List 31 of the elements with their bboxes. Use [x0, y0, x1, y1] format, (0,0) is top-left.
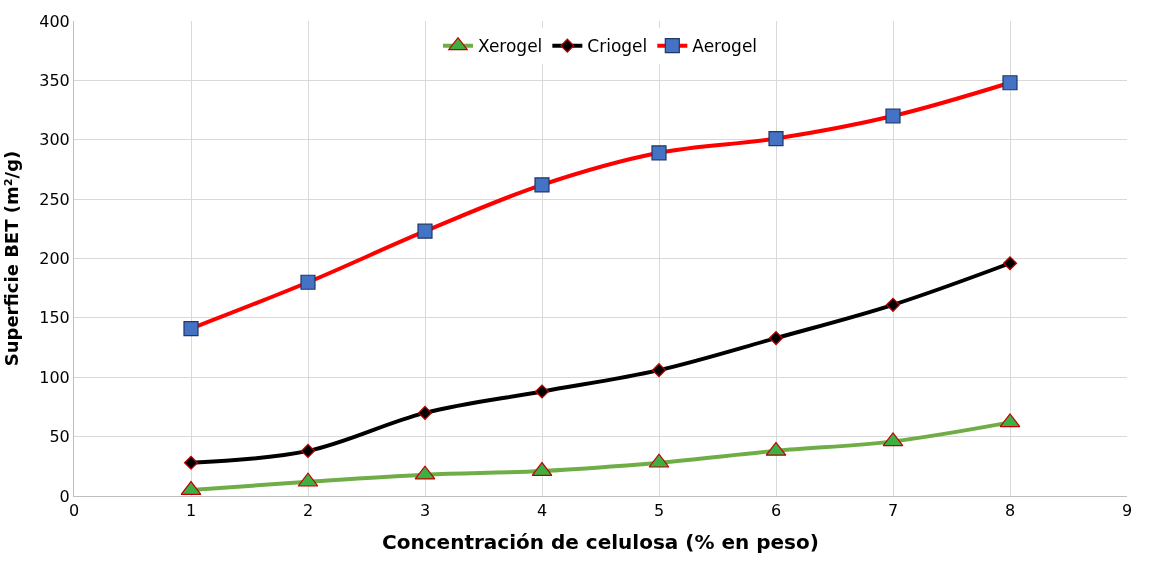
y-tick-label: 300	[39, 130, 70, 150]
legend-label: Aerogel	[692, 36, 758, 57]
legend-label: Criogel	[587, 36, 648, 57]
y-axis-title: Superficie BET (m²/g)	[1, 150, 23, 367]
y-tick-label: 400	[39, 11, 70, 31]
x-tick-label: 9	[1121, 501, 1133, 521]
point	[417, 405, 433, 420]
x-tick-label: 2	[302, 501, 314, 521]
point	[768, 330, 784, 346]
point	[885, 297, 901, 312]
point	[300, 443, 316, 458]
y-tick-label: 0	[59, 486, 70, 506]
legend-label: Xerogel	[478, 36, 543, 57]
x-axis-title: Concentración de celulosa (% en peso)	[382, 529, 819, 554]
y-tick-label: 250	[39, 189, 70, 209]
y-tick-label: 150	[39, 308, 70, 328]
point	[183, 455, 199, 470]
x-tick-label: 4	[536, 501, 548, 521]
x-tick-label: 6	[770, 501, 782, 521]
point	[651, 363, 667, 378]
y-tick-label: 50	[49, 427, 70, 447]
x-tick-label: 7	[887, 501, 899, 521]
x-tick-label: 1	[185, 501, 197, 521]
x-tick-label: 5	[653, 501, 665, 521]
point	[1002, 256, 1018, 271]
point	[534, 384, 550, 399]
y-tick-label: 200	[39, 249, 70, 269]
x-tick-label: 3	[419, 501, 431, 521]
y-tick-label: 350	[39, 70, 70, 90]
y-tick-label: 100	[39, 367, 70, 387]
x-tick-label: 8	[1004, 501, 1016, 521]
